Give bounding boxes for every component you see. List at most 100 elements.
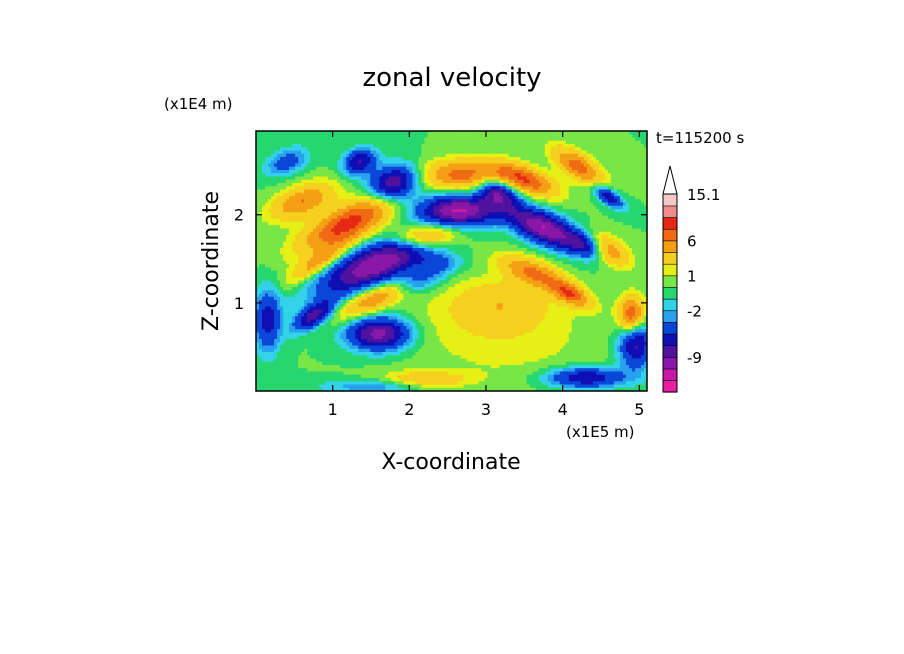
contour-cell — [277, 157, 281, 161]
contour-cell — [280, 205, 284, 210]
contour-cell — [532, 235, 537, 239]
contour-cell — [421, 170, 426, 174]
contour-cell — [463, 241, 468, 246]
contour-cell — [613, 231, 618, 236]
contour-cell — [607, 215, 612, 220]
contour-cell — [580, 186, 585, 191]
contour-cell — [469, 199, 474, 204]
contour-cell — [406, 235, 410, 239]
contour-cell — [571, 173, 576, 178]
contour-cell — [289, 205, 293, 210]
contour-cell — [520, 150, 525, 155]
contour-cell — [508, 134, 513, 139]
contour-cell — [280, 163, 284, 168]
contour-cell — [634, 231, 639, 236]
contour-cell — [442, 225, 447, 230]
contour-cell — [313, 205, 317, 210]
contour-cell — [589, 147, 594, 152]
contour-cell — [328, 173, 332, 178]
contour-cell — [400, 215, 404, 220]
contour-cell — [331, 196, 335, 200]
contour-cell — [511, 244, 516, 249]
contour-cell — [616, 163, 621, 168]
contour-cell — [613, 205, 618, 210]
contour-cell — [595, 199, 600, 204]
contour-cell — [595, 231, 600, 236]
contour-cell — [334, 131, 338, 135]
contour-cell — [625, 134, 630, 139]
contour-cell — [268, 228, 272, 233]
contour-cell — [301, 150, 305, 155]
contour-cell — [346, 144, 350, 148]
contour-cell — [556, 205, 561, 210]
contour-cell — [355, 225, 359, 230]
contour-cell — [526, 235, 531, 239]
contour-cell — [379, 176, 383, 181]
contour-cell — [343, 192, 347, 197]
contour-cell — [568, 205, 573, 210]
contour-cell — [457, 134, 462, 139]
contour-cell — [301, 186, 305, 191]
contour-cell — [514, 150, 519, 155]
contour-cell — [619, 241, 624, 246]
contour-cell — [526, 225, 531, 230]
contour-cell — [613, 137, 618, 142]
contour-cell — [451, 215, 456, 220]
contour-cell — [502, 251, 507, 256]
contour-cell — [295, 199, 299, 204]
contour-cell — [382, 218, 386, 223]
contour-cell — [412, 137, 417, 142]
contour-cell — [526, 209, 531, 213]
contour-cell — [355, 254, 359, 259]
contour-cell — [331, 160, 335, 165]
contour-cell — [457, 189, 462, 194]
contour-cell — [529, 150, 534, 155]
contour-cell — [535, 163, 540, 168]
contour-cell — [328, 199, 332, 204]
contour-cell — [400, 131, 404, 135]
contour-cell — [463, 140, 468, 145]
contour-cell — [385, 131, 389, 135]
contour-cell — [349, 212, 353, 217]
contour-cell — [412, 215, 417, 220]
contour-cell — [349, 170, 353, 174]
contour-cell — [385, 231, 389, 236]
contour-cell — [361, 248, 365, 252]
contour-cell — [295, 173, 299, 178]
contour-cell — [481, 231, 486, 236]
contour-cell — [430, 170, 435, 174]
contour-cell — [514, 202, 519, 207]
contour-cell — [574, 212, 579, 217]
contour-cell — [301, 228, 305, 233]
contour-cell — [325, 176, 329, 181]
contour-cell — [571, 225, 576, 230]
contour-cell — [607, 202, 612, 207]
contour-cell — [619, 179, 624, 184]
contour-cell — [625, 189, 630, 194]
contour-cell — [307, 235, 311, 239]
contour-cell — [355, 251, 359, 256]
contour-cell — [268, 163, 272, 168]
contour-cell — [322, 231, 326, 236]
contour-cell — [265, 231, 269, 236]
contour-cell — [634, 199, 639, 204]
contour-cell — [259, 173, 263, 178]
contour-cell — [508, 170, 513, 174]
contour-cell — [481, 241, 486, 246]
contour-cell — [334, 235, 338, 239]
contour-cell — [334, 157, 338, 161]
contour-cell — [553, 222, 558, 226]
contour-cell — [406, 251, 410, 256]
contour-cell — [370, 202, 374, 207]
contour-cell — [550, 160, 555, 165]
contour-cell — [547, 147, 552, 152]
contour-cell — [640, 241, 645, 246]
contour-cell — [643, 241, 647, 246]
contour-cell — [568, 150, 573, 155]
contour-cell — [640, 202, 645, 207]
contour-cell — [463, 160, 468, 165]
contour-cell — [370, 215, 374, 220]
contour-cell — [547, 176, 552, 181]
contour-cell — [391, 199, 395, 204]
contour-cell — [352, 209, 356, 213]
